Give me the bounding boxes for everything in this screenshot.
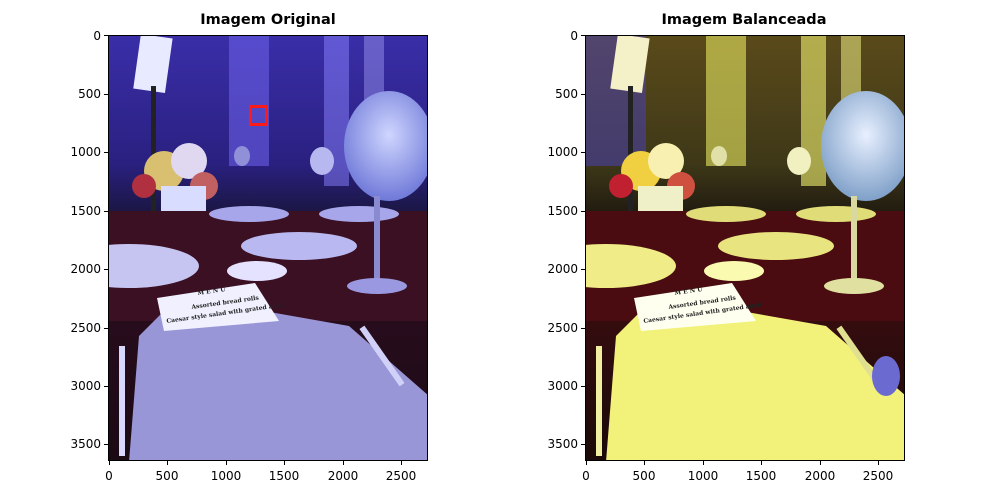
ytick-label: 0 [93, 29, 101, 43]
xtick-mark [703, 461, 704, 465]
xtick-mark [761, 461, 762, 465]
xtick-mark [343, 461, 344, 465]
ytick-label: 2500 [70, 321, 101, 335]
ytick-mark [104, 269, 108, 270]
ytick-mark [104, 35, 108, 36]
ytick-label: 500 [555, 87, 578, 101]
xtick-mark [401, 461, 402, 465]
ytick-mark [581, 386, 585, 387]
xtick-label: 2000 [327, 469, 359, 483]
ytick-label: 1000 [547, 145, 578, 159]
xtick-mark [878, 461, 879, 465]
panel-original: Imagem Original [70, 12, 428, 483]
ytick-label: 2000 [547, 262, 578, 276]
ytick-mark [581, 94, 585, 95]
ytick-mark [104, 328, 108, 329]
ytick-label: 3500 [547, 437, 578, 451]
xtick-mark [820, 461, 821, 465]
panel-title: Imagem Balanceada [661, 12, 827, 28]
ytick-mark [581, 152, 585, 153]
xtick-label: 0 [582, 469, 590, 483]
panel-balanced: Imagem Balanceada [500, 0, 1000, 500]
xtick-label: 500 [632, 469, 656, 483]
ytick-label: 1500 [547, 204, 578, 218]
xtick-mark [586, 461, 587, 465]
xtick-label: 2500 [385, 469, 417, 483]
ytick-label: 2000 [70, 262, 101, 276]
ytick-mark [104, 386, 108, 387]
xtick-mark [167, 461, 168, 465]
ytick-mark [104, 444, 108, 445]
xtick-mark [644, 461, 645, 465]
ytick-mark [104, 94, 108, 95]
ytick-mark [581, 211, 585, 212]
xtick-label: 1000 [687, 469, 719, 483]
ytick-label: 3500 [70, 437, 101, 451]
ytick-label: 3000 [70, 379, 101, 393]
xtick-label: 1500 [268, 469, 300, 483]
xtick-mark [109, 461, 110, 465]
xtick-mark [226, 461, 227, 465]
ytick-label: 500 [78, 87, 101, 101]
ytick-mark [581, 269, 585, 270]
ytick-mark [581, 328, 585, 329]
ytick-label: 1500 [70, 204, 101, 218]
photo-balanced [586, 36, 904, 460]
xtick-label: 500 [155, 469, 179, 483]
ytick-label: 2500 [547, 321, 578, 335]
panel-title: Imagem Original [200, 12, 336, 28]
xtick-label: 0 [105, 469, 113, 483]
xtick-label: 1000 [210, 469, 242, 483]
ytick-mark [104, 152, 108, 153]
photo-original [109, 36, 427, 460]
xtick-label: 1500 [745, 469, 777, 483]
ytick-label: 3000 [547, 379, 578, 393]
ytick-mark [581, 444, 585, 445]
xtick-label: 2500 [862, 469, 894, 483]
ytick-label: 1000 [70, 145, 101, 159]
ytick-label: 0 [570, 29, 578, 43]
image-original: M E N U Assorted bread rolls Caesar styl… [108, 35, 428, 461]
xtick-mark [284, 461, 285, 465]
roi-box [249, 105, 268, 126]
xtick-label: 2000 [804, 469, 836, 483]
image-balanced: M E N U Assorted bread rolls Caesar styl… [585, 35, 905, 461]
ytick-mark [104, 211, 108, 212]
ytick-mark [581, 35, 585, 36]
